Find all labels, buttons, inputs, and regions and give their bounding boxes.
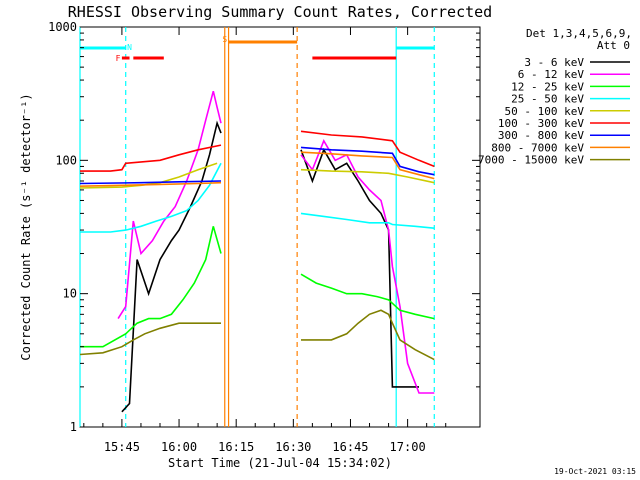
series-line: [300, 147, 419, 388]
legend-entry-label: 12 - 25 keV: [511, 80, 584, 93]
series-line: [79, 322, 221, 356]
series-line: [300, 146, 435, 176]
series-line: [300, 212, 435, 229]
x-axis-label: Start Time (21-Jul-04 15:34:02): [168, 456, 392, 470]
legend-entry-label: 800 - 7000 keV: [491, 141, 584, 154]
saa-flag-label: S: [222, 35, 227, 44]
y-tick-label: 10: [63, 287, 77, 301]
series-line: [117, 90, 222, 320]
series-line: [300, 151, 435, 180]
legend-entry-label: 100 - 300 keV: [498, 117, 584, 130]
series-line: [79, 180, 222, 185]
x-tick-label: 16:30: [275, 440, 311, 454]
series-line: [300, 273, 435, 320]
night-flag-label: N: [127, 43, 132, 52]
series-layer: [79, 90, 435, 413]
series-line: [301, 309, 435, 361]
flare-flag-label: F: [116, 54, 121, 63]
x-tick-label: 16:00: [161, 440, 197, 454]
legend-entry-label: 7000 - 15000 keV: [478, 154, 584, 167]
x-tick-label: 17:00: [390, 440, 426, 454]
series-line: [121, 120, 222, 413]
series-line: [80, 162, 222, 233]
legend-entry-label: 25 - 50 keV: [511, 93, 584, 106]
x-tick-label: 16:15: [218, 440, 254, 454]
y-axis-label: Corrected Count Rate (s⁻¹ detector⁻¹): [19, 93, 33, 360]
y-axis: 1 10 100 1000: [48, 20, 480, 434]
series-line: [300, 138, 435, 394]
legend-header-attenuator: Att 0: [597, 39, 630, 52]
x-tick-label: 15:45: [104, 440, 140, 454]
generated-timestamp: 19-Oct-2021 03:15: [554, 467, 636, 476]
series-line: [300, 168, 435, 184]
y-tick-label: 1: [70, 420, 77, 434]
interval-markers: NF S: [79, 27, 435, 427]
legend-header-detectors: Det 1,3,4,5,6,9,: [526, 27, 632, 40]
series-line: [79, 181, 222, 187]
series-line: [300, 130, 435, 168]
y-tick-label: 100: [55, 153, 77, 167]
legend-entry-label: 300 - 800 keV: [498, 129, 584, 142]
legend-entry-label: 50 - 100 keV: [505, 105, 585, 118]
series-line: [80, 226, 222, 348]
chart-title: RHESSI Observing Summary Count Rates, Co…: [68, 3, 492, 21]
legend-entry-label: 6 - 12 keV: [518, 68, 585, 81]
series-line: [80, 144, 222, 172]
x-axis: 15:45 16:00 16:15 16:30 16:45 17:00: [83, 27, 447, 454]
x-tick-label: 16:45: [332, 440, 368, 454]
y-tick-label: 1000: [48, 20, 77, 34]
legend-entry-label: 3 - 6 keV: [524, 56, 584, 69]
